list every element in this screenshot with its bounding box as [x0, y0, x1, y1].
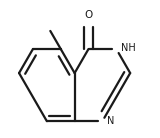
- Text: O: O: [84, 10, 93, 20]
- Text: NH: NH: [121, 43, 136, 53]
- Text: N: N: [107, 116, 114, 126]
